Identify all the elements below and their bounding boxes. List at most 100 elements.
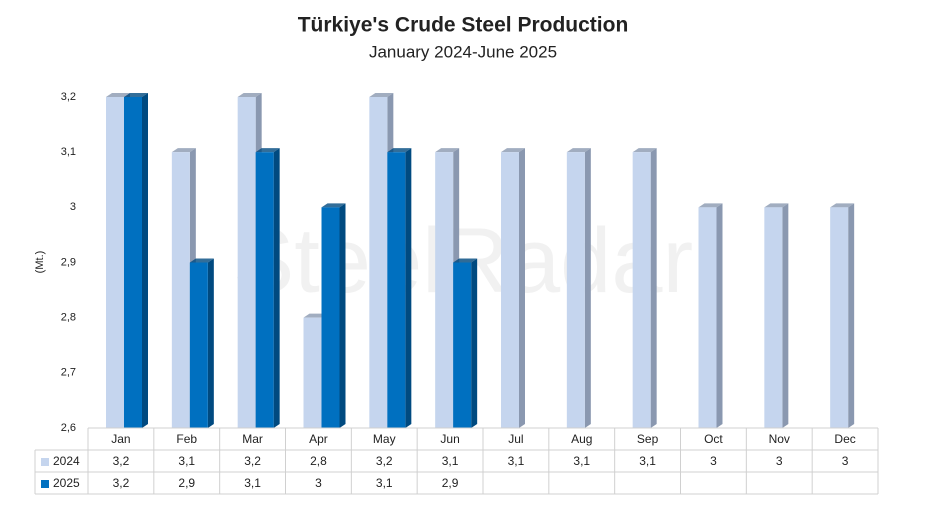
bar-side bbox=[716, 203, 723, 428]
bar-top bbox=[321, 203, 346, 208]
bar-side bbox=[848, 203, 855, 428]
y-axis-label: (Mt.) bbox=[34, 251, 46, 274]
x-tick-label: Nov bbox=[769, 432, 790, 446]
bar-top bbox=[566, 148, 591, 153]
bar-front bbox=[124, 97, 142, 428]
x-tick-label: Oct bbox=[704, 432, 723, 446]
bar-front bbox=[387, 152, 406, 428]
bar-front bbox=[321, 207, 340, 428]
data-label: 3,1 bbox=[178, 454, 195, 468]
data-label: 3,1 bbox=[244, 476, 261, 490]
x-tick-label: Aug bbox=[571, 432, 592, 446]
bar-side bbox=[650, 148, 657, 428]
x-tick-label: Mar bbox=[242, 432, 263, 446]
bar-top bbox=[237, 93, 262, 97]
data-label: 3,2 bbox=[113, 454, 130, 468]
bar-front bbox=[830, 207, 849, 428]
bar bbox=[566, 148, 591, 428]
bar bbox=[632, 148, 657, 428]
bar-side bbox=[339, 203, 346, 428]
legend-swatch bbox=[41, 480, 49, 488]
x-tick-label: Dec bbox=[834, 432, 855, 446]
x-tick-label: Sep bbox=[637, 432, 659, 446]
bar bbox=[698, 203, 723, 428]
bar-side bbox=[273, 148, 280, 428]
bar-top bbox=[387, 148, 412, 153]
bar bbox=[830, 203, 855, 428]
bar-top bbox=[124, 93, 148, 97]
bar bbox=[255, 148, 280, 428]
bar-side bbox=[471, 258, 478, 428]
bar-front bbox=[453, 262, 472, 428]
x-tick-label: Jun bbox=[440, 432, 459, 446]
legend-swatch bbox=[41, 458, 49, 466]
bar-front bbox=[106, 97, 124, 428]
bar-front bbox=[369, 97, 388, 428]
bar-side bbox=[584, 148, 591, 428]
bar-front bbox=[501, 152, 519, 428]
bar-front bbox=[764, 207, 783, 428]
bar-front bbox=[303, 317, 322, 428]
bar-top bbox=[698, 203, 723, 208]
bar bbox=[321, 203, 346, 428]
data-label: 3 bbox=[710, 454, 717, 468]
x-tick-label: Apr bbox=[309, 432, 328, 446]
y-tick-label: 3 bbox=[70, 201, 76, 213]
y-tick-label: 3,2 bbox=[61, 91, 76, 103]
bar-top bbox=[764, 203, 789, 208]
y-tick-label: 2,9 bbox=[61, 256, 76, 268]
data-label: 3,1 bbox=[442, 454, 459, 468]
data-label: 3 bbox=[842, 454, 849, 468]
bar-top bbox=[255, 148, 280, 153]
chart-title: Türkiye's Crude Steel Production bbox=[298, 14, 629, 37]
bar-front bbox=[632, 152, 651, 428]
data-label: 2,9 bbox=[442, 476, 459, 490]
bar-top bbox=[830, 203, 855, 208]
legend-label: 2024 bbox=[53, 454, 80, 468]
data-label: 3,2 bbox=[376, 454, 393, 468]
bar-top bbox=[501, 148, 525, 153]
data-label: 3,1 bbox=[639, 454, 656, 468]
bar bbox=[387, 148, 412, 428]
bar-top bbox=[632, 148, 657, 153]
data-label: 3 bbox=[315, 476, 322, 490]
bar-side bbox=[207, 258, 214, 428]
legend-label: 2025 bbox=[53, 476, 80, 490]
bar-side bbox=[142, 93, 148, 428]
bar bbox=[124, 93, 148, 428]
bar-top bbox=[369, 93, 394, 97]
bar-top bbox=[189, 258, 214, 263]
data-label: 3,2 bbox=[113, 476, 130, 490]
bar-top bbox=[435, 148, 460, 153]
bar bbox=[453, 258, 478, 428]
y-tick-label: 2,7 bbox=[61, 367, 76, 379]
bar bbox=[501, 148, 525, 428]
data-label: 2,8 bbox=[310, 454, 327, 468]
x-tick-label: Feb bbox=[176, 432, 197, 446]
data-label: 3,1 bbox=[573, 454, 590, 468]
bar-front bbox=[189, 262, 208, 428]
bar-top bbox=[106, 93, 130, 97]
bar-front bbox=[566, 152, 585, 428]
bar-top bbox=[453, 258, 478, 263]
data-label: 3,1 bbox=[376, 476, 393, 490]
bar-side bbox=[782, 203, 789, 428]
y-tick-label: 2,8 bbox=[61, 312, 76, 324]
bar-front bbox=[435, 152, 454, 428]
chart-subtitle: January 2024-June 2025 bbox=[369, 42, 557, 61]
x-tick-label: Jan bbox=[111, 432, 130, 446]
bar-front bbox=[698, 207, 717, 428]
bar bbox=[764, 203, 789, 428]
data-label: 2,9 bbox=[178, 476, 195, 490]
data-label: 3 bbox=[776, 454, 783, 468]
bar-front bbox=[237, 97, 256, 428]
data-label: 3,2 bbox=[244, 454, 261, 468]
bar-side bbox=[405, 148, 412, 428]
x-tick-label: Jul bbox=[508, 432, 523, 446]
y-tick-label: 2,6 bbox=[61, 422, 76, 434]
bar bbox=[189, 258, 214, 428]
bar-side bbox=[519, 148, 525, 428]
y-tick-label: 3,1 bbox=[61, 146, 76, 158]
bar-top bbox=[171, 148, 196, 153]
